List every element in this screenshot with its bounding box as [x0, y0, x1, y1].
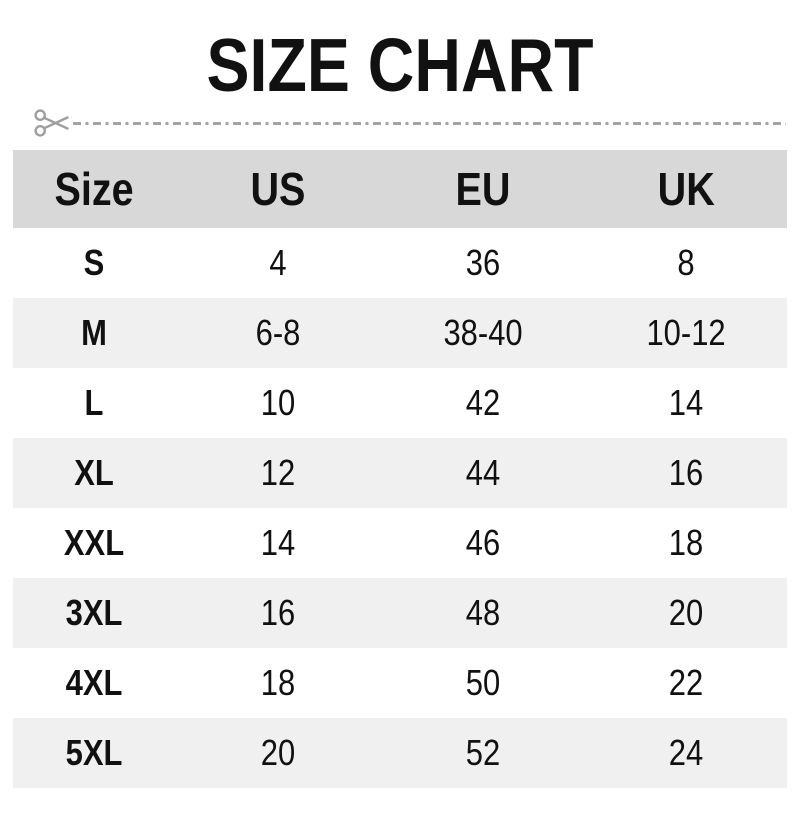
eu-cell: 38-40 [381, 298, 586, 368]
uk-cell: 14 [586, 368, 787, 438]
us-cell: 14 [176, 508, 381, 578]
header-us: US [176, 150, 381, 228]
us-cell: 20 [176, 718, 381, 788]
eu-value: 52 [465, 732, 501, 773]
size-value: S [83, 242, 105, 283]
uk-cell: 8 [586, 228, 787, 298]
eu-value: 46 [465, 522, 501, 563]
us-cell: 12 [176, 438, 381, 508]
us-cell: 4 [176, 228, 381, 298]
us-cell: 6-8 [176, 298, 381, 368]
uk-value: 8 [677, 242, 695, 283]
page-title: SIZE CHART [0, 28, 800, 103]
size-value: 4XL [65, 662, 123, 703]
table-row: S 4 36 8 [13, 228, 787, 298]
us-value: 10 [260, 382, 296, 423]
us-value: 18 [260, 662, 296, 703]
eu-value: 42 [465, 382, 501, 423]
uk-cell: 10-12 [586, 298, 787, 368]
us-cell: 16 [176, 578, 381, 648]
size-cell: 4XL [13, 648, 176, 718]
header-us-label: US [250, 163, 306, 215]
eu-value: 38-40 [443, 312, 523, 353]
size-cell: 5XL [13, 718, 176, 788]
header-size: Size [13, 150, 176, 228]
size-cell: 3XL [13, 578, 176, 648]
uk-value: 10-12 [646, 312, 726, 353]
us-value: 20 [260, 732, 296, 773]
size-cell: L [13, 368, 176, 438]
uk-cell: 18 [586, 508, 787, 578]
size-cell: M [13, 298, 176, 368]
size-value: XL [74, 452, 115, 493]
us-cell: 10 [176, 368, 381, 438]
header-uk: UK [586, 150, 787, 228]
size-cell: S [13, 228, 176, 298]
uk-value: 20 [669, 592, 704, 633]
eu-value: 48 [465, 592, 501, 633]
table-row: L 10 42 14 [13, 368, 787, 438]
us-cell: 18 [176, 648, 381, 718]
uk-cell: 20 [586, 578, 787, 648]
size-value: 3XL [65, 592, 123, 633]
uk-value: 24 [669, 732, 704, 773]
eu-cell: 50 [381, 648, 586, 718]
scissors-icon [34, 109, 69, 137]
size-value: L [84, 382, 104, 423]
page-title-text: SIZE CHART [206, 23, 594, 107]
size-chart-table: Size US EU UK S 4 36 8 M 6-8 38-40 10-12… [13, 150, 787, 788]
table-row: XL 12 44 16 [13, 438, 787, 508]
table-row: 4XL 18 50 22 [13, 648, 787, 718]
uk-cell: 24 [586, 718, 787, 788]
size-value: M [81, 312, 108, 353]
eu-cell: 52 [381, 718, 586, 788]
table-row: M 6-8 38-40 10-12 [13, 298, 787, 368]
size-cell: XXL [13, 508, 176, 578]
header-eu: EU [381, 150, 586, 228]
table-row: 5XL 20 52 24 [13, 718, 787, 788]
size-cell: XL [13, 438, 176, 508]
eu-cell: 42 [381, 368, 586, 438]
uk-value: 16 [669, 452, 704, 493]
size-value: XXL [64, 522, 125, 563]
uk-value: 14 [669, 382, 704, 423]
header-size-label: Size [54, 163, 134, 215]
table-row: 3XL 16 48 20 [13, 578, 787, 648]
us-value: 6-8 [255, 312, 301, 353]
us-value: 14 [260, 522, 296, 563]
eu-cell: 36 [381, 228, 586, 298]
header-uk-label: UK [657, 163, 715, 215]
header-eu-label: EU [455, 163, 511, 215]
table-row: XXL 14 46 18 [13, 508, 787, 578]
uk-value: 18 [669, 522, 704, 563]
us-value: 4 [269, 242, 287, 283]
size-value: 5XL [65, 732, 123, 773]
header-row: Size US EU UK [13, 150, 787, 228]
uk-cell: 22 [586, 648, 787, 718]
eu-value: 50 [465, 662, 501, 703]
us-value: 12 [260, 452, 296, 493]
uk-value: 22 [669, 662, 704, 703]
cut-divider [34, 105, 786, 141]
eu-value: 36 [465, 242, 501, 283]
uk-cell: 16 [586, 438, 787, 508]
us-value: 16 [260, 592, 296, 633]
eu-cell: 46 [381, 508, 586, 578]
eu-cell: 48 [381, 578, 586, 648]
cut-line [73, 121, 786, 125]
eu-value: 44 [465, 452, 501, 493]
eu-cell: 44 [381, 438, 586, 508]
